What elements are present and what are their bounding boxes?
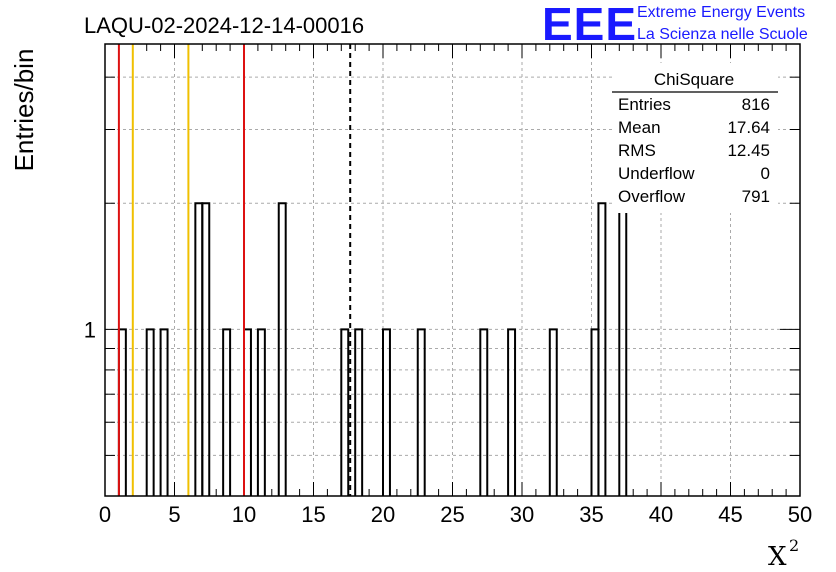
chart-title: LAQU-02-2024-12-14-00016 bbox=[84, 13, 364, 38]
histogram-bar bbox=[256, 328, 266, 496]
x-tick-label: 0 bbox=[99, 502, 111, 527]
y-tick-label: 1 bbox=[84, 317, 96, 342]
histogram-bar bbox=[479, 328, 489, 496]
x-tick-label: 20 bbox=[371, 502, 395, 527]
x-tick-label: 50 bbox=[788, 502, 812, 527]
plot-frame bbox=[104, 43, 801, 497]
x-axis-label-superscript: 2 bbox=[789, 536, 799, 555]
histogram-bar bbox=[548, 328, 558, 496]
brand-logo: EEE Extreme Energy Events La Scienza nel… bbox=[542, 0, 808, 50]
histogram-bar bbox=[145, 328, 155, 496]
histogram-bar bbox=[159, 328, 169, 496]
stats-box: ChiSquare Entries 816 Mean 17.64 RMS 12.45 Und… bbox=[612, 63, 778, 213]
stats-value: 17.64 bbox=[727, 118, 770, 137]
stats-value: 791 bbox=[742, 187, 770, 206]
x-tick-label: 25 bbox=[440, 502, 464, 527]
stats-value: 816 bbox=[742, 95, 770, 114]
x-tick-label: 5 bbox=[168, 502, 180, 527]
x-axis-label: X 2 bbox=[768, 536, 799, 572]
histogram-bar bbox=[416, 328, 426, 496]
x-tick-label: 40 bbox=[649, 502, 673, 527]
stats-label: Mean bbox=[618, 118, 661, 137]
eee-logo-text: EEE bbox=[542, 0, 637, 50]
reference-lines bbox=[117, 44, 352, 496]
x-tick-label: 45 bbox=[718, 502, 742, 527]
x-axis-label-main: X bbox=[768, 542, 787, 572]
histogram-bars bbox=[117, 202, 628, 496]
brand-line-2: La Scienza nelle Scuole bbox=[637, 26, 808, 43]
x-tick-label: 15 bbox=[301, 502, 325, 527]
stats-label: Underflow bbox=[618, 164, 695, 183]
histogram-bar bbox=[194, 202, 204, 496]
stats-value: 12.45 bbox=[727, 141, 770, 160]
stats-rows: Entries 816 Mean 17.64 RMS 12.45 Underflow 0 Ove… bbox=[618, 95, 770, 206]
histogram-bar bbox=[618, 202, 628, 496]
histogram-bar bbox=[222, 328, 232, 496]
histogram-bar bbox=[340, 328, 350, 496]
histogram-bar bbox=[117, 328, 127, 496]
y-axis-label: Entries/bin bbox=[9, 49, 39, 172]
histogram-bar bbox=[590, 328, 600, 496]
stats-label: Entries bbox=[618, 95, 671, 114]
histogram-bar bbox=[382, 328, 391, 496]
y-tick-labels: 1 bbox=[84, 317, 96, 342]
x-tick-label: 10 bbox=[232, 502, 256, 527]
x-tick-label: 30 bbox=[510, 502, 534, 527]
x-tick-label: 35 bbox=[579, 502, 603, 527]
histogram-bar bbox=[597, 202, 607, 496]
grid-lines bbox=[105, 44, 800, 496]
histogram-bar bbox=[354, 328, 364, 496]
stats-label: RMS bbox=[618, 141, 656, 160]
stats-box-title: ChiSquare bbox=[654, 70, 734, 89]
histogram-bar bbox=[243, 328, 252, 496]
x-tick-labels: 0 5 10 15 20 25 30 35 40 45 50 bbox=[99, 502, 812, 527]
histogram-bar bbox=[201, 202, 211, 496]
stats-label: Overflow bbox=[618, 187, 686, 206]
histogram-bar bbox=[507, 328, 517, 496]
stats-box-background bbox=[612, 63, 778, 213]
stats-value: 0 bbox=[761, 164, 770, 183]
brand-line-1: Extreme Energy Events bbox=[637, 4, 805, 21]
histogram-bar bbox=[277, 202, 287, 496]
